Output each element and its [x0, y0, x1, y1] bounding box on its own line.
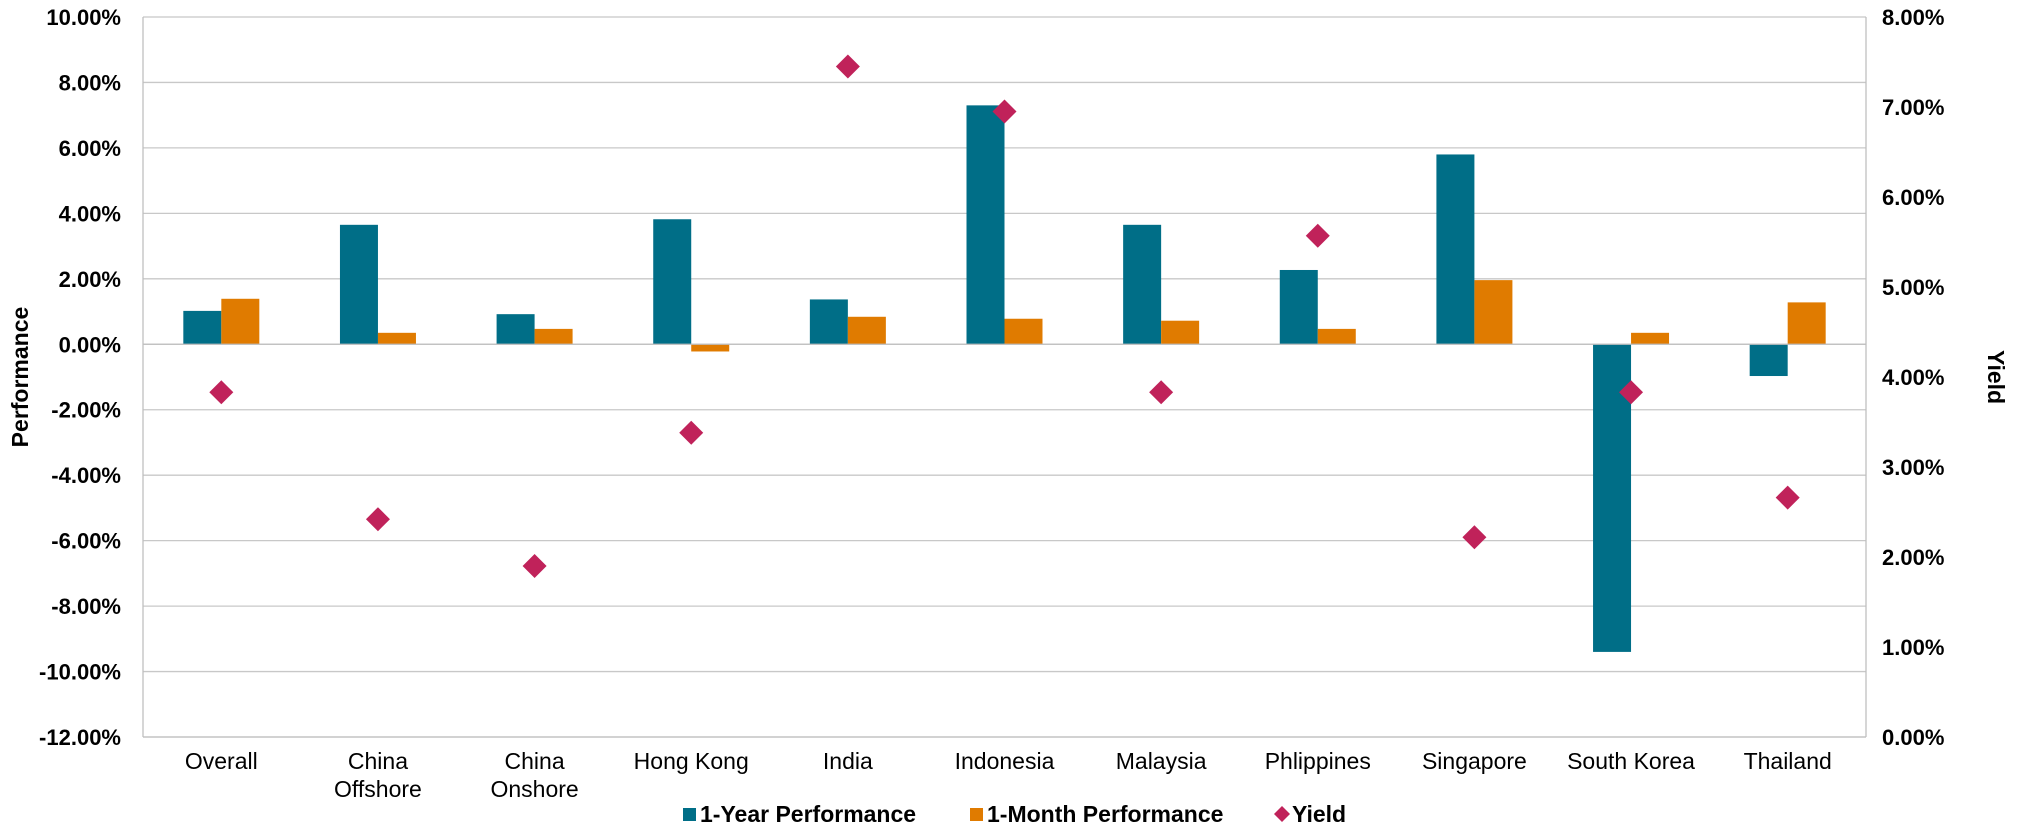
yield-marker: [835, 54, 860, 79]
yield-marker: [1619, 380, 1644, 405]
x-tick-label: Malaysia: [1116, 748, 1207, 774]
bar-1-year-performance: [1123, 224, 1162, 345]
y-axis-right-ticks: 0.00% 1.00% 2.00% 3.00% 4.00% 5.00% 6.00% 7.00%…: [1882, 5, 1944, 750]
bar-1-month-performance: [377, 332, 416, 345]
y-tick-label: -6.00%: [51, 529, 121, 554]
y2-tick-label: 5.00%: [1882, 275, 1944, 300]
y2-tick-label: 8.00%: [1882, 5, 1944, 30]
x-tick-label: Hong Kong: [634, 748, 749, 774]
x-tick-label: China Onshore: [490, 748, 578, 802]
y-tick-label: -12.00%: [39, 725, 121, 750]
yield-marker: [522, 554, 547, 578]
legend-item: 1-Month Performance: [970, 801, 1223, 827]
yield-marker: [1305, 223, 1330, 248]
bar-1-year-performance: [809, 299, 848, 345]
x-tick-label: Singapore: [1422, 748, 1527, 774]
legend-label: 1-Year Performance: [700, 801, 916, 827]
yield-marker: [1462, 525, 1487, 550]
x-tick-label: South Korea: [1567, 748, 1695, 774]
x-tick-label: India: [823, 748, 873, 774]
y-tick-label: 0.00%: [59, 332, 121, 357]
bar-1-month-performance: [1474, 280, 1513, 345]
y-tick-label: -4.00%: [51, 463, 121, 488]
y2-tick-label: 4.00%: [1882, 365, 1944, 390]
y2-tick-label: 7.00%: [1882, 95, 1944, 120]
x-tick-label: China Offshore: [334, 748, 422, 802]
bar-1-year-performance: [1279, 269, 1318, 345]
y2-tick-label: 0.00%: [1882, 725, 1944, 750]
y-axis-left-ticks: -12.00% -10.00% -8.00% -6.00% -4.00% -2.00% 0.…: [39, 5, 121, 750]
bar-1-month-performance: [1161, 320, 1200, 345]
x-tick-label: Indonesia: [955, 748, 1055, 774]
bar-1-month-performance: [1317, 328, 1356, 345]
bar-1-year-performance: [183, 310, 222, 345]
legend-swatch: [970, 808, 983, 821]
yield-marker: [992, 99, 1017, 124]
yield-marker: [365, 507, 390, 532]
y2-tick-label: 3.00%: [1882, 455, 1944, 480]
legend-item: Yield: [1274, 801, 1346, 827]
x-tick-label: Phlippines: [1265, 748, 1371, 774]
bar-1-month-performance: [221, 298, 260, 345]
legend-label: 1-Month Performance: [987, 801, 1223, 827]
bar-1-month-performance: [1787, 302, 1826, 345]
y2-tick-label: 2.00%: [1882, 545, 1944, 570]
y-tick-label: -10.00%: [39, 660, 121, 685]
bar-1-month-performance: [847, 316, 886, 345]
yield-marker: [209, 380, 234, 405]
axes: [142, 17, 1867, 738]
yield-markers: [209, 54, 1800, 578]
y2-axis-title: Yield: [1983, 350, 2009, 404]
legend-item: 1-Year Performance: [683, 801, 916, 827]
y-axis-title: Performance: [7, 307, 33, 448]
y-tick-label: 6.00%: [59, 136, 121, 161]
y-tick-label: 10.00%: [46, 5, 121, 30]
bar-1-month-performance: [691, 344, 730, 352]
y-tick-label: -8.00%: [51, 594, 121, 619]
x-tick-label: Overall: [185, 748, 258, 774]
y2-tick-label: 1.00%: [1882, 635, 1944, 660]
bar-1-year-performance: [966, 105, 1005, 345]
legend-swatch: [683, 808, 696, 821]
y-tick-label: 8.00%: [59, 70, 121, 95]
bar-1-month-performance: [1631, 332, 1670, 345]
bar-1-year-performance: [1436, 154, 1475, 345]
y2-tick-label: 6.00%: [1882, 185, 1944, 210]
y-tick-label: 2.00%: [59, 267, 121, 292]
bar-1-year-performance: [339, 224, 378, 345]
y-tick-label: 4.00%: [59, 201, 121, 226]
y-tick-label: -2.00%: [51, 398, 121, 423]
x-tick-label: Thailand: [1744, 748, 1832, 774]
yield-marker: [1775, 485, 1800, 510]
legend-swatch: [1274, 806, 1290, 822]
bar-1-year-performance: [653, 219, 692, 345]
bar-1-year-performance: [496, 314, 535, 345]
yield-marker: [679, 420, 704, 445]
x-axis-ticks: Overall China Offshore China Onshore Hong Kon…: [185, 748, 1832, 802]
legend-label: Yield: [1292, 801, 1346, 827]
legend: 1-Year Performance 1-Month Performance Yie…: [683, 801, 1346, 827]
bar-1-month-performance: [534, 328, 573, 345]
bar-1-month-performance: [1004, 318, 1043, 345]
yield-marker: [1149, 380, 1174, 405]
bar-1-year-performance: [1749, 344, 1788, 377]
bars: [183, 105, 1826, 652]
